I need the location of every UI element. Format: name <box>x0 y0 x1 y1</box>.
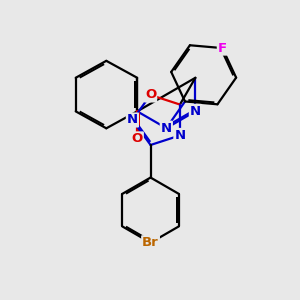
Text: N: N <box>190 105 201 118</box>
Text: F: F <box>218 42 227 55</box>
Text: N: N <box>127 113 138 127</box>
Text: N: N <box>161 122 172 135</box>
Text: O: O <box>132 132 143 146</box>
Text: Br: Br <box>142 236 159 249</box>
Text: N: N <box>174 129 185 142</box>
Text: O: O <box>145 88 156 101</box>
